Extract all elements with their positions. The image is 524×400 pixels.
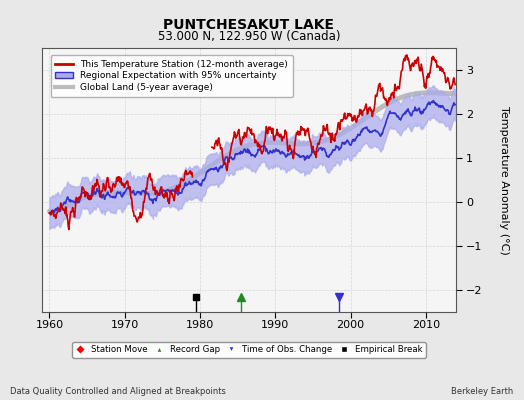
Text: Berkeley Earth: Berkeley Earth: [451, 387, 514, 396]
Legend: Station Move, Record Gap, Time of Obs. Change, Empirical Break: Station Move, Record Gap, Time of Obs. C…: [72, 342, 426, 358]
Text: Data Quality Controlled and Aligned at Breakpoints: Data Quality Controlled and Aligned at B…: [10, 387, 226, 396]
Y-axis label: Temperature Anomaly (°C): Temperature Anomaly (°C): [499, 106, 509, 254]
Title: PUNTCHESAKUT LAKE: PUNTCHESAKUT LAKE: [163, 18, 334, 32]
Text: 53.000 N, 122.950 W (Canada): 53.000 N, 122.950 W (Canada): [158, 30, 340, 43]
